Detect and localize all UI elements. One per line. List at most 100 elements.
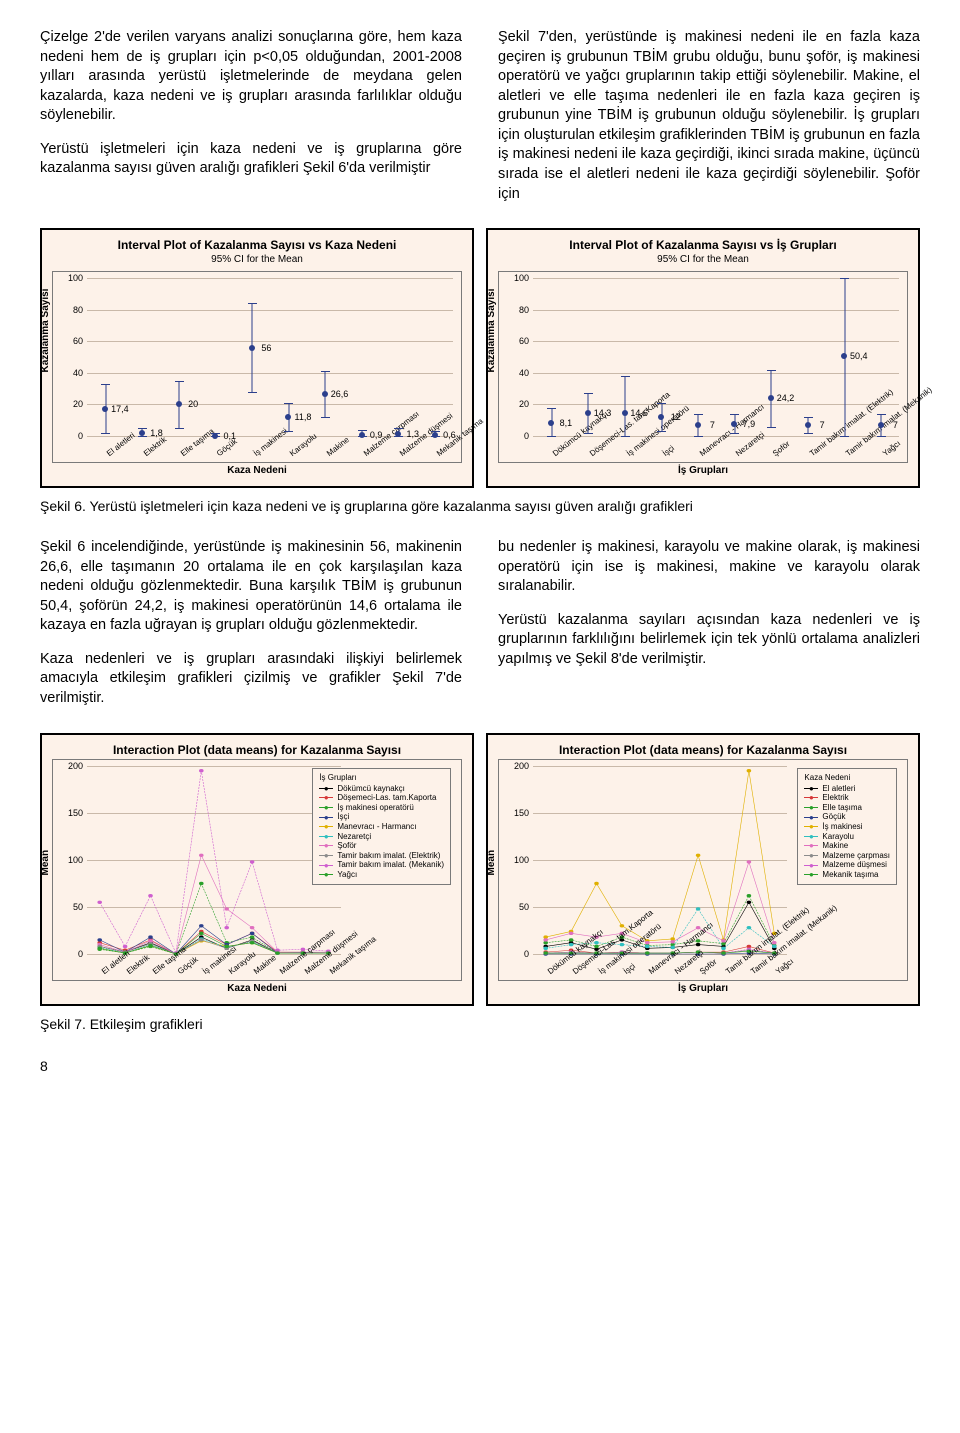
legend-label: Elle taşıma (822, 803, 862, 813)
legend-item: ●Şoför (319, 841, 444, 851)
legend: Kaza Nedeni●El aletleri●Elektrik●Elle ta… (797, 768, 897, 885)
series-marker (199, 938, 204, 941)
series-marker (224, 926, 229, 929)
legend-item: ●Makine (804, 841, 890, 851)
figure-7-row: Interaction Plot (data means) for Kazala… (40, 733, 920, 1006)
series-marker (543, 946, 548, 949)
series-marker (543, 938, 548, 941)
x-tick: İş makinesi (252, 426, 289, 458)
legend-item: ●Mekanik taşıma (804, 870, 890, 880)
series-marker (97, 946, 102, 949)
x-axis-label: İş Grupları (498, 465, 908, 476)
y-tick: 150 (57, 808, 83, 818)
legend-label: Dökümcü kaynakçı (337, 784, 405, 794)
value-label: 7 (820, 420, 825, 430)
x-tick: Şoför (771, 439, 792, 458)
x-tick: Yağcı (774, 956, 795, 975)
value-label: 11,8 (295, 412, 312, 422)
x-axis-label: Kaza Nedeni (52, 465, 462, 476)
value-label: 14,6 (630, 408, 648, 418)
y-tick: 0 (57, 949, 83, 959)
data-point (285, 414, 291, 420)
figure-7b: Interaction Plot (data means) for Kazala… (486, 733, 920, 1006)
legend-label: Karayolu (822, 832, 854, 842)
data-point (768, 395, 774, 401)
chart-title: Interval Plot of Kazalanma Sayısı vs Kaz… (52, 238, 462, 252)
series-marker (721, 939, 726, 942)
value-label: 20 (188, 399, 198, 409)
x-tick: Nezaretçi (734, 430, 766, 458)
value-label: 7 (893, 420, 898, 430)
series-marker (696, 942, 701, 945)
series-marker (747, 894, 752, 897)
legend-label: Yağcı (337, 870, 357, 880)
y-tick: 20 (57, 399, 83, 409)
figure-6-row: Interval Plot of Kazalanma Sayısı vs Kaz… (40, 228, 920, 488)
figure-6-caption: Şekil 6. Yerüstü işletmeleri için kaza n… (40, 498, 920, 514)
series-line (546, 895, 775, 946)
x-tick: Makine (325, 435, 351, 458)
data-point (395, 431, 401, 437)
series-marker (747, 900, 752, 903)
value-label: 8,1 (560, 418, 573, 428)
chart-title: Interval Plot of Kazalanma Sayısı vs İş … (498, 238, 908, 252)
data-point (176, 401, 182, 407)
chart-subtitle: 95% CI for the Mean (52, 254, 462, 265)
legend-item: ●İşçi (319, 812, 444, 822)
left-column: Çizelge 2'de verilen varyans analizi son… (40, 28, 462, 218)
series-marker (97, 938, 102, 941)
data-point (359, 432, 365, 438)
paragraph-2: Yerüstü işletmeleri için kaza nedeni ve … (40, 140, 462, 179)
legend-label: Malzeme çarpması (822, 851, 890, 861)
y-axis-label: Kazalanma Sayısı (40, 289, 51, 373)
x-tick: Manevracı - Harmancı (698, 402, 766, 458)
series-marker (199, 924, 204, 927)
legend-item: ●Tamir bakım imalat. (Mekanik) (319, 860, 444, 870)
legend-label: Şoför (337, 841, 356, 851)
x-tick: Göçük (215, 437, 239, 458)
y-tick: 50 (57, 902, 83, 912)
data-point (622, 410, 628, 416)
paragraph-7: Yerüstü kazalanma sayıları açısından kaz… (498, 611, 920, 670)
legend-item: ●İş makinesi operatörü (319, 803, 444, 813)
legend-label: İş makinesi (822, 822, 862, 832)
legend-label: Göçük (822, 812, 845, 822)
series-marker (747, 926, 752, 929)
legend-title: İş Grupları (319, 773, 444, 782)
legend-label: Mekanik taşıma (822, 870, 878, 880)
series-marker (148, 935, 153, 938)
legend-item: ●Malzeme çarpması (804, 851, 890, 861)
series-marker (250, 935, 255, 938)
y-tick: 0 (503, 431, 529, 441)
y-tick: 50 (503, 902, 529, 912)
y-axis-label: Mean (40, 850, 51, 876)
y-tick: 80 (57, 305, 83, 315)
y-axis-label: Mean (486, 850, 497, 876)
series-marker (696, 907, 701, 910)
legend: İş Grupları●Dökümcü kaynakçı●Döşemeci-La… (312, 768, 451, 885)
legend-item: ●Malzeme düşmesi (804, 860, 890, 870)
y-tick: 100 (57, 273, 83, 283)
y-tick: 100 (57, 855, 83, 865)
series-marker (696, 853, 701, 856)
legend-label: Tamir bakım imalat. (Elektrik) (337, 851, 440, 861)
y-tick: 60 (503, 336, 529, 346)
series-line (100, 855, 329, 954)
y-tick: 200 (503, 761, 529, 771)
legend-label: Tamir bakım imalat. (Mekanik) (337, 860, 444, 870)
value-label: 7 (710, 420, 715, 430)
y-tick: 0 (503, 949, 529, 959)
legend-label: İş makinesi operatörü (337, 803, 413, 813)
figure-7a: Interaction Plot (data means) for Kazala… (40, 733, 474, 1006)
data-point (322, 391, 328, 397)
x-tick: El aletleri (105, 431, 136, 458)
series-marker (594, 881, 599, 884)
page-number: 8 (40, 1058, 920, 1074)
paragraph-5: Kaza nedenleri ve iş grupları arasındaki… (40, 650, 462, 709)
right-column-2: bu nedenler iş makinesi, karayolu ve mak… (498, 538, 920, 723)
series-marker (569, 938, 574, 941)
legend-item: ●İş makinesi (804, 822, 890, 832)
legend-label: Makine (822, 841, 848, 851)
series-marker (543, 951, 548, 954)
figure-6b: Interval Plot of Kazalanma Sayısı vs İş … (486, 228, 920, 488)
